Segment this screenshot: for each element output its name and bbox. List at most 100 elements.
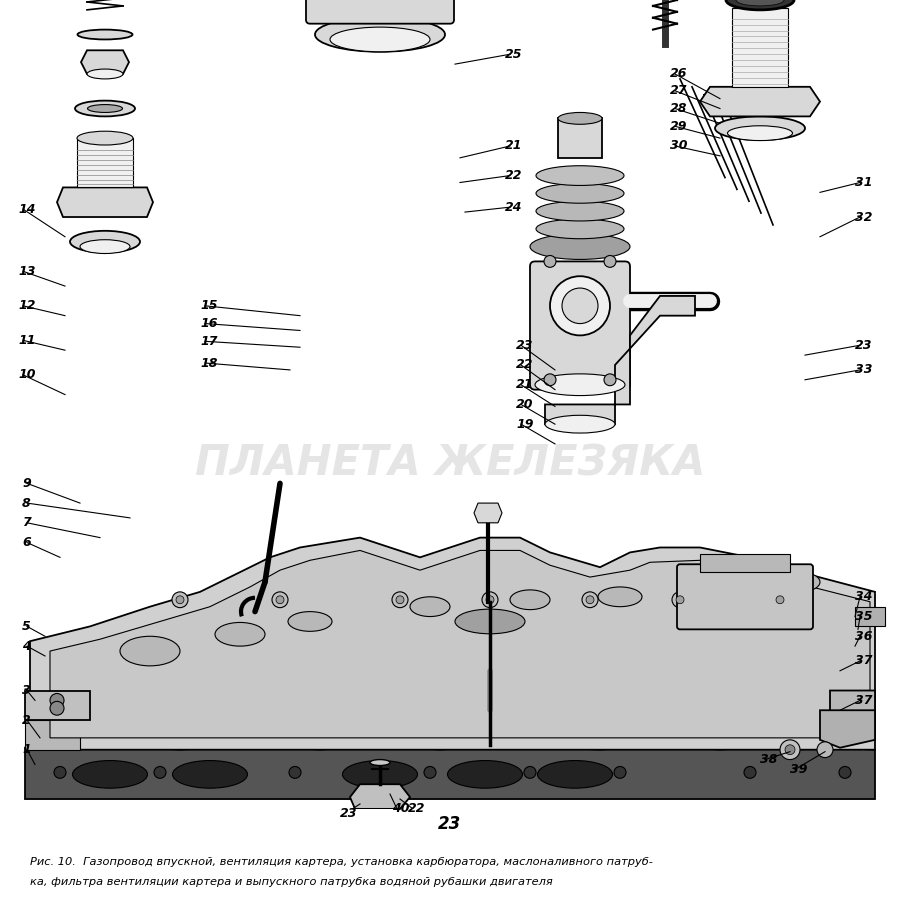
Circle shape [54, 767, 66, 779]
Text: 23: 23 [855, 339, 872, 352]
Ellipse shape [70, 231, 140, 252]
Text: 8: 8 [22, 496, 31, 510]
Ellipse shape [120, 636, 180, 666]
Text: 22: 22 [408, 802, 426, 815]
FancyBboxPatch shape [306, 0, 454, 24]
Text: 22: 22 [516, 358, 534, 371]
Text: 7: 7 [22, 516, 31, 529]
Text: 39: 39 [790, 763, 807, 776]
Ellipse shape [726, 0, 794, 10]
Ellipse shape [535, 374, 625, 396]
Bar [732, 8, 788, 87]
Ellipse shape [173, 760, 248, 788]
Ellipse shape [410, 597, 450, 617]
Text: 29: 29 [670, 120, 688, 133]
Circle shape [839, 767, 851, 779]
FancyBboxPatch shape [677, 564, 813, 630]
Ellipse shape [288, 611, 332, 632]
Ellipse shape [315, 17, 445, 52]
Text: 20: 20 [516, 398, 534, 411]
Text: 18: 18 [200, 356, 218, 369]
Ellipse shape [698, 577, 742, 597]
Text: 3: 3 [22, 684, 31, 697]
Text: 9: 9 [22, 477, 31, 490]
Text: 37: 37 [855, 654, 872, 667]
Ellipse shape [536, 201, 624, 221]
Text: 4: 4 [22, 640, 31, 653]
Text: 40: 40 [392, 802, 410, 815]
Ellipse shape [536, 165, 624, 186]
Polygon shape [700, 87, 820, 116]
Ellipse shape [80, 239, 130, 253]
Text: 26: 26 [670, 68, 688, 80]
Text: 23: 23 [516, 339, 534, 352]
Circle shape [276, 596, 284, 604]
Polygon shape [820, 710, 875, 748]
Ellipse shape [87, 69, 123, 79]
Circle shape [582, 592, 598, 608]
Ellipse shape [87, 104, 122, 112]
Ellipse shape [537, 760, 613, 788]
Circle shape [586, 596, 594, 604]
Circle shape [272, 592, 288, 608]
Ellipse shape [727, 126, 793, 141]
Circle shape [780, 739, 800, 760]
Circle shape [524, 767, 536, 779]
Ellipse shape [598, 587, 642, 607]
Circle shape [672, 592, 688, 608]
Circle shape [562, 288, 598, 324]
Text: 34: 34 [855, 590, 872, 603]
Ellipse shape [370, 760, 390, 766]
Circle shape [424, 767, 436, 779]
Circle shape [550, 276, 610, 335]
Polygon shape [474, 503, 502, 523]
Text: 13: 13 [18, 265, 35, 278]
Circle shape [176, 596, 184, 604]
Text: 21: 21 [516, 378, 534, 391]
Text: 28: 28 [670, 102, 688, 115]
Text: 10: 10 [18, 368, 35, 381]
Text: 21: 21 [505, 140, 523, 153]
Text: ка, фильтра вентиляции картера и выпускного патрубка водяной рубашки двигателя: ка, фильтра вентиляции картера и выпускн… [30, 877, 553, 887]
Circle shape [744, 767, 756, 779]
Text: 36: 36 [855, 630, 872, 643]
Circle shape [289, 767, 301, 779]
Circle shape [676, 596, 684, 604]
Text: 30: 30 [670, 140, 688, 153]
Ellipse shape [558, 112, 602, 124]
Circle shape [604, 374, 616, 386]
Ellipse shape [510, 590, 550, 610]
Text: 31: 31 [855, 176, 872, 189]
Circle shape [50, 694, 64, 707]
Ellipse shape [330, 27, 430, 52]
Bar [558, 119, 602, 158]
Text: 23: 23 [340, 807, 357, 821]
Polygon shape [81, 50, 129, 74]
Text: 17: 17 [200, 335, 218, 348]
Ellipse shape [536, 219, 624, 239]
Text: 2: 2 [22, 714, 31, 727]
Circle shape [544, 374, 556, 386]
Polygon shape [545, 296, 695, 424]
Circle shape [544, 256, 556, 267]
Text: 14: 14 [18, 203, 35, 216]
Text: 6: 6 [22, 536, 31, 549]
Circle shape [396, 596, 404, 604]
Text: 33: 33 [855, 364, 872, 377]
Ellipse shape [545, 415, 615, 433]
Text: 35: 35 [855, 610, 872, 623]
Text: 1: 1 [22, 743, 31, 756]
Text: Рис. 10.  Газопровод впускной, вентиляция картера, установка карбюратора, маслон: Рис. 10. Газопровод впускной, вентиляция… [30, 856, 652, 866]
Text: 5: 5 [22, 620, 31, 632]
Text: 16: 16 [200, 317, 218, 330]
Text: 25: 25 [505, 48, 523, 60]
Polygon shape [830, 690, 875, 739]
Circle shape [772, 592, 788, 608]
Circle shape [482, 592, 498, 608]
Circle shape [785, 745, 795, 755]
Ellipse shape [215, 622, 265, 646]
FancyBboxPatch shape [530, 261, 630, 389]
Polygon shape [50, 550, 870, 738]
Circle shape [154, 767, 166, 779]
Ellipse shape [77, 132, 133, 145]
